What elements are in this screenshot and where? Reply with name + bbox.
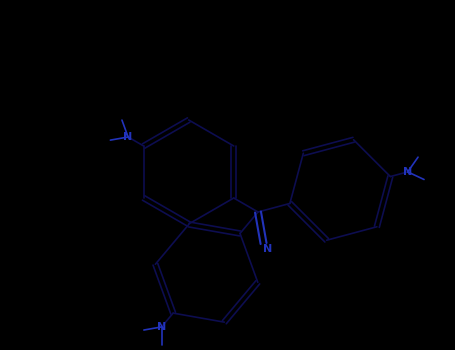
Text: N: N bbox=[157, 322, 166, 332]
Text: N: N bbox=[403, 167, 412, 177]
Text: N: N bbox=[263, 244, 272, 253]
Text: N: N bbox=[123, 132, 133, 142]
